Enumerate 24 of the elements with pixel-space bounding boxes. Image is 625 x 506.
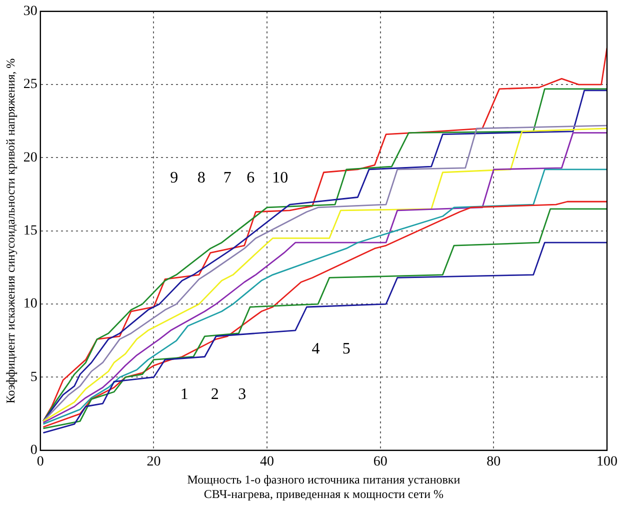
- x-axis-title: Мощность 1-о фазного источника питания установки СВЧ-нагрева, приведенная к мощности сети %: [187, 472, 461, 501]
- annotation: 7: [223, 169, 232, 186]
- annotation: 6: [246, 169, 255, 186]
- x-tick-label: 20: [146, 454, 161, 470]
- y-tick-label: 10: [23, 296, 38, 312]
- annotation: 9: [170, 169, 178, 186]
- x-tick-label: 40: [260, 454, 274, 470]
- y-axis-title: Коэффициент искажения синусоидальности кривой напряжения, %: [3, 58, 18, 404]
- annotation: 2: [210, 386, 219, 403]
- x-tick-label: 80: [486, 454, 501, 470]
- y-tick-label: 15: [23, 224, 38, 239]
- y-tick-label: 25: [23, 77, 38, 92]
- y-tick-label: 20: [23, 150, 38, 166]
- y-tick-label: 0: [30, 443, 38, 458]
- y-tick-label: 30: [23, 4, 38, 20]
- x-tick-label: 60: [373, 454, 388, 470]
- annotation: 3: [238, 386, 246, 403]
- annotation: 8: [197, 169, 206, 186]
- x-tick-label: 100: [596, 454, 618, 470]
- annotation: 5: [342, 340, 350, 358]
- annotation: 1: [180, 386, 188, 403]
- annotation: 10: [272, 169, 288, 186]
- annotation: 4: [312, 340, 320, 358]
- y-tick-label: 5: [30, 370, 38, 385]
